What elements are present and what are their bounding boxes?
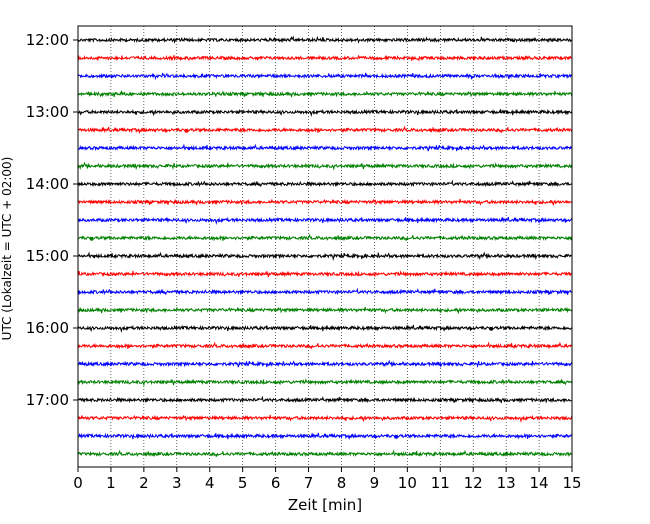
x-axis-ticks: 0 1 2 3 4 5 6 7 8 9 10 11 12 13 14 15 bbox=[73, 467, 582, 492]
trace-9 bbox=[77, 179, 573, 188]
x-tick-label-6: 6 bbox=[271, 474, 281, 492]
trace-12 bbox=[77, 233, 573, 242]
trace-8 bbox=[77, 161, 573, 171]
x-tick-label-7: 7 bbox=[304, 474, 314, 492]
x-tick-label-13: 13 bbox=[497, 474, 516, 492]
trace-7 bbox=[77, 143, 573, 152]
x-tick-label-4: 4 bbox=[205, 474, 215, 492]
x-tick-label-2: 2 bbox=[139, 474, 149, 492]
trace-3 bbox=[77, 72, 573, 81]
x-tick-label-15: 15 bbox=[562, 474, 581, 492]
x-tick-label-12: 12 bbox=[464, 474, 483, 492]
trace-24 bbox=[77, 449, 573, 458]
trace-15 bbox=[77, 287, 573, 296]
x-tick-label-10: 10 bbox=[398, 474, 417, 492]
y-tick-label-1: 13:00 bbox=[26, 103, 69, 121]
trace-16 bbox=[77, 306, 573, 315]
x-tick-label-1: 1 bbox=[106, 474, 116, 492]
x-tick-label-9: 9 bbox=[370, 474, 380, 492]
y-tick-label-5: 17:00 bbox=[26, 391, 69, 409]
trace-17 bbox=[77, 324, 573, 334]
x-tick-label-11: 11 bbox=[431, 474, 450, 492]
x-axis-label: Zeit [min] bbox=[288, 496, 362, 514]
trace-2 bbox=[77, 54, 573, 62]
trace-23 bbox=[77, 432, 573, 440]
trace-21 bbox=[77, 395, 572, 404]
trace-5 bbox=[77, 108, 573, 118]
trace-13 bbox=[77, 251, 573, 262]
trace-4 bbox=[77, 89, 573, 98]
trace-14 bbox=[77, 270, 573, 278]
x-tick-label-0: 0 bbox=[73, 474, 83, 492]
y-axis-ticks: 12:00 13:00 14:00 15:00 16:00 17:00 bbox=[26, 31, 78, 409]
trace-6 bbox=[77, 125, 573, 134]
y-tick-label-3: 15:00 bbox=[26, 247, 69, 265]
x-tick-label-8: 8 bbox=[337, 474, 347, 492]
seismic-traces bbox=[77, 35, 573, 458]
trace-18 bbox=[77, 341, 573, 350]
plot-frame bbox=[77, 25, 573, 468]
y-tick-label-2: 14:00 bbox=[26, 175, 69, 193]
trace-10 bbox=[77, 198, 573, 207]
trace-20 bbox=[77, 378, 573, 387]
trace-19 bbox=[77, 359, 573, 369]
x-tick-label-14: 14 bbox=[530, 474, 549, 492]
trace-1 bbox=[77, 35, 573, 44]
y-axis-label: UTC (Lokalzeit = UTC + 02:00) bbox=[0, 157, 14, 341]
y-tick-label-0: 12:00 bbox=[26, 31, 69, 49]
trace-11 bbox=[77, 216, 573, 226]
x-tick-label-5: 5 bbox=[238, 474, 248, 492]
y-tick-label-4: 16:00 bbox=[26, 319, 69, 337]
trace-22 bbox=[77, 414, 573, 424]
x-tick-label-3: 3 bbox=[172, 474, 182, 492]
